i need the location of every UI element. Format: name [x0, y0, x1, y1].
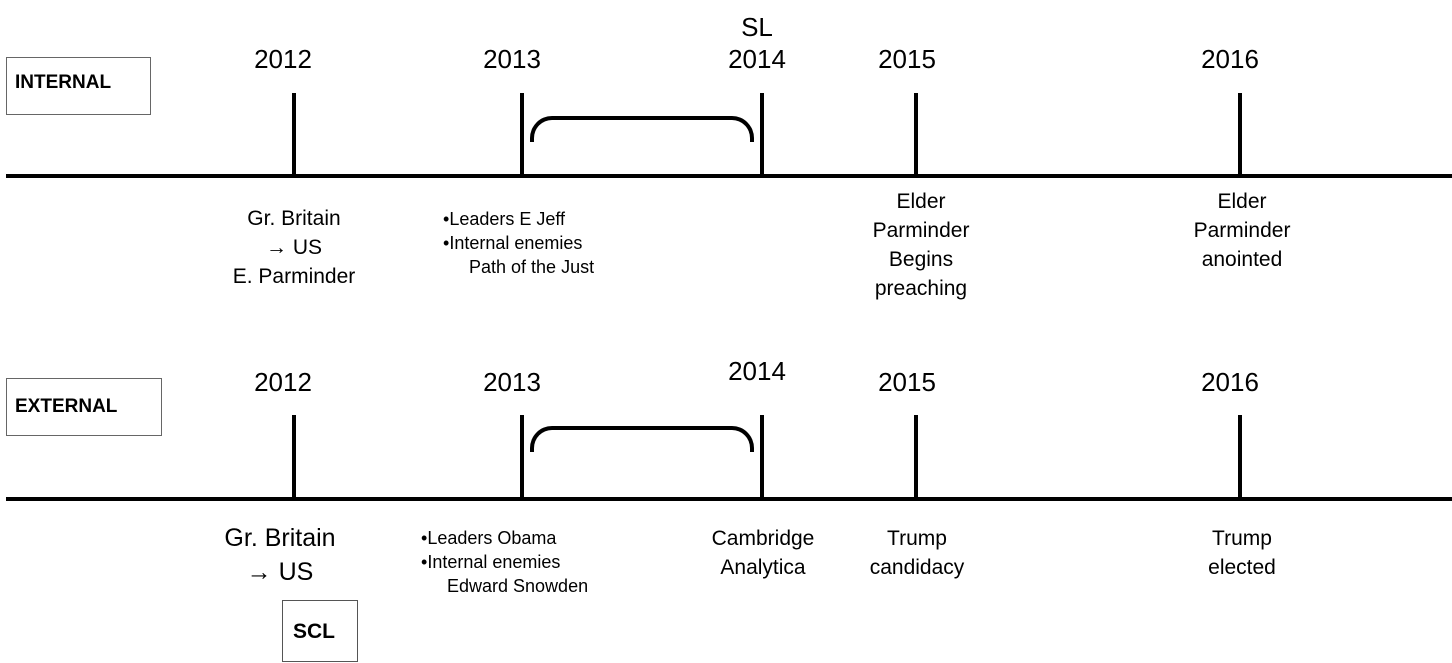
- external-year-2012: 2012: [254, 367, 312, 397]
- internal-section-label: INTERNAL: [6, 57, 151, 115]
- external-event-2012: Gr. Britain → US: [224, 524, 336, 586]
- internal-tick-2013: [520, 93, 524, 175]
- external-tick-2015: [914, 415, 918, 499]
- internal-period-bracket: [530, 116, 754, 142]
- external-event-2013: Leaders Obama Internal enemies Edward Sn…: [421, 526, 588, 598]
- internal-event-2015: Elder Parminder Begins preaching: [872, 190, 970, 300]
- scl-box: SCL: [282, 600, 358, 662]
- internal-event-2013-item: Leaders E Jeff: [443, 207, 594, 231]
- internal-tick-2014: [760, 93, 764, 175]
- external-tick-2014: [760, 415, 764, 499]
- external-section-label: EXTERNAL: [6, 378, 162, 436]
- internal-event-2013-item: Internal enemies: [443, 231, 594, 255]
- internal-year-2015: 2015: [878, 44, 936, 74]
- external-event-2013-item: Edward Snowden: [447, 576, 589, 596]
- external-year-2015: 2015: [878, 367, 936, 397]
- external-period-bracket: [530, 426, 754, 452]
- internal-year-2014: 2014: [728, 44, 786, 74]
- internal-event-2012: Gr. Britain → US E. Parminder: [232, 207, 356, 288]
- external-year-2014: 2014: [728, 356, 786, 386]
- internal-timeline-axis: [6, 174, 1452, 178]
- internal-tick-2015: [914, 93, 918, 175]
- external-year-2013: 2013: [483, 367, 541, 397]
- internal-tick-2016: [1238, 93, 1242, 175]
- internal-year-2012: 2012: [254, 44, 312, 74]
- external-year-2016: 2016: [1201, 367, 1259, 397]
- internal-event-2016: Elder Parminder anointed: [1193, 190, 1291, 271]
- external-tick-2012: [292, 415, 296, 499]
- external-tick-2013: [520, 415, 524, 499]
- external-tick-2016: [1238, 415, 1242, 499]
- external-timeline-axis: [6, 497, 1452, 501]
- internal-year-2016: 2016: [1201, 44, 1259, 74]
- internal-event-2013-item: Path of the Just: [469, 257, 595, 277]
- external-event-2016: Trump elected: [1208, 527, 1276, 579]
- internal-tick-2012: [292, 93, 296, 175]
- external-event-2013-item: Leaders Obama: [421, 526, 588, 550]
- external-event-2014: Cambridge Analytica: [711, 527, 815, 579]
- internal-event-2013: Leaders E Jeff Internal enemies Path of …: [443, 207, 594, 279]
- external-event-2015: Trump candidacy: [869, 527, 965, 579]
- internal-sl-label: SL: [741, 12, 773, 42]
- internal-year-2013: 2013: [483, 44, 541, 74]
- external-event-2013-item: Internal enemies: [421, 550, 588, 574]
